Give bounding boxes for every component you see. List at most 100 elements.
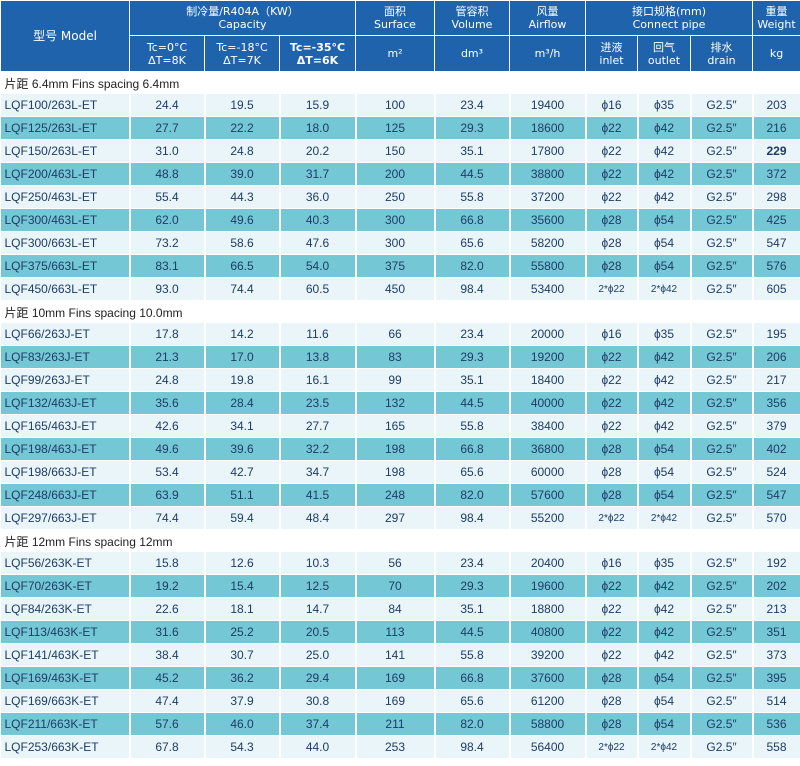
table-row: LQF132/463J-ET 35.6 28.4 23.5 132 44.5 40000 ϕ2… (0, 391, 800, 415)
cell-cap-tc18: 39.6 (204, 437, 281, 461)
cell-airflow: 40000 (509, 391, 587, 415)
cell-cap-tc35: 25.0 (279, 643, 357, 667)
cell-cap-tc0: 27.7 (129, 116, 206, 140)
cell-surface: 84 (355, 597, 436, 621)
cell-cap-tc35: 37.4 (279, 712, 357, 736)
table-row: LQF375/663L-ET 83.1 66.5 54.0 375 82.0 55800 ϕ2… (0, 254, 800, 278)
cell-cap-tc0: 24.4 (129, 94, 206, 117)
cell-drain: G2.5″ (690, 254, 754, 278)
cell-cap-tc18: 39.0 (204, 162, 281, 186)
cell-surface: 99 (355, 368, 436, 392)
cell-cap-tc35: 29.4 (279, 666, 357, 690)
cell-weight: 570 (752, 506, 800, 530)
cell-surface: 150 (355, 139, 436, 163)
header-model: 型号 Model (0, 0, 130, 72)
table-row: LQF450/663L-ET 93.0 74.4 60.5 450 98.4 53400 2*… (0, 277, 800, 301)
header-tc0-temp: Tc=0°C (146, 40, 188, 54)
cell-surface: 169 (355, 666, 436, 690)
cell-cap-tc18: 34.1 (204, 414, 281, 438)
table-row: LQF66/263J-ET 17.8 14.2 11.6 66 23.4 20000 ϕ16 ϕ… (0, 323, 800, 346)
cell-drain: G2.5″ (690, 712, 754, 736)
cell-airflow: 18400 (509, 368, 587, 392)
cell-cap-tc0: 63.9 (129, 483, 206, 507)
cell-inlet: 2*ϕ22 (585, 735, 639, 759)
cell-drain: G2.5″ (690, 574, 754, 598)
table-row: LQF169/463K-ET 45.2 36.2 29.4 169 66.8 37600 ϕ2… (0, 666, 800, 690)
cell-outlet: ϕ42 (637, 620, 692, 644)
cell-airflow: 17800 (509, 139, 587, 163)
cell-inlet: ϕ28 (585, 712, 639, 736)
cell-airflow: 40800 (509, 620, 587, 644)
cell-weight: 356 (752, 391, 800, 415)
cell-cap-tc18: 24.8 (204, 139, 281, 163)
cell-drain: G2.5″ (690, 185, 754, 209)
cell-cap-tc0: 38.4 (129, 643, 206, 667)
table-row: LQF100/263L-ET 24.4 19.5 15.9 100 23.4 19400 ϕ1… (0, 94, 800, 117)
cell-cap-tc35: 47.6 (279, 231, 357, 255)
cell-volume: 29.3 (434, 345, 511, 369)
cell-cap-tc18: 66.5 (204, 254, 281, 278)
cell-surface: 125 (355, 116, 436, 140)
cell-model: LQF250/463L-ET (0, 185, 131, 209)
cell-airflow: 61200 (509, 689, 587, 713)
cell-surface: 132 (355, 391, 436, 415)
cell-drain: G2.5″ (690, 643, 754, 667)
cell-weight: 206 (752, 345, 800, 369)
cell-surface: 100 (355, 94, 436, 117)
section-header-row: 片距 10mm Fins spacing 10.0mm (0, 300, 800, 323)
cell-drain: G2.5″ (690, 689, 754, 713)
cell-volume: 82.0 (434, 483, 511, 507)
cell-surface: 300 (355, 208, 436, 232)
cell-model: LQF211/663K-ET (0, 712, 131, 736)
cell-cap-tc0: 19.2 (129, 574, 206, 598)
cell-cap-tc18: 49.6 (204, 208, 281, 232)
cell-cap-tc35: 44.0 (279, 735, 357, 759)
table-row: LQF125/263L-ET 27.7 22.2 18.0 125 29.3 18600 ϕ2… (0, 116, 800, 140)
cell-cap-tc35: 18.0 (279, 116, 357, 140)
header-drain: 排水 drain (689, 35, 754, 72)
cell-outlet: ϕ35 (637, 94, 692, 117)
table-row: LQF70/263K-ET 19.2 15.4 12.5 70 29.3 19600 ϕ22 ϕ… (0, 574, 800, 598)
cell-cap-tc35: 20.5 (279, 620, 357, 644)
header-weight-cn: 重量 (765, 5, 788, 18)
cell-surface: 250 (355, 185, 436, 209)
header-inlet-en: inlet (599, 53, 624, 67)
cell-cap-tc18: 51.1 (204, 483, 281, 507)
cell-outlet: ϕ54 (637, 712, 692, 736)
cell-cap-tc18: 37.9 (204, 689, 281, 713)
cell-drain: G2.5″ (690, 277, 754, 301)
cell-inlet: ϕ28 (585, 254, 639, 278)
cell-model: LQF100/263L-ET (0, 94, 131, 117)
cell-volume: 44.5 (434, 391, 511, 415)
cell-model: LQF169/663K-ET (0, 689, 131, 713)
cell-cap-tc35: 14.7 (279, 597, 357, 621)
cell-airflow: 38800 (509, 162, 587, 186)
cell-cap-tc18: 54.3 (204, 735, 281, 759)
cell-cap-tc0: 42.6 (129, 414, 206, 438)
cell-cap-tc35: 12.5 (279, 574, 357, 598)
cell-inlet: ϕ22 (585, 116, 639, 140)
header-tc18-temp: Tc=-18°C (216, 40, 268, 54)
cell-cap-tc0: 45.2 (129, 666, 206, 690)
cell-drain: G2.5″ (690, 597, 754, 621)
cell-cap-tc0: 57.6 (129, 712, 206, 736)
header-weight: 重量 Weight (752, 0, 800, 36)
cell-surface: 248 (355, 483, 436, 507)
cell-model: LQF169/463K-ET (0, 666, 131, 690)
cell-model: LQF248/663J-ET (0, 483, 131, 507)
cell-inlet: ϕ22 (585, 574, 639, 598)
cell-cap-tc0: 83.1 (129, 254, 206, 278)
cell-cap-tc0: 21.3 (129, 345, 206, 369)
cell-model: LQF375/663L-ET (0, 254, 131, 278)
cell-drain: G2.5″ (690, 460, 754, 484)
header-surface-cn: 面积 (384, 5, 406, 18)
cell-volume: 23.4 (434, 323, 511, 346)
cell-inlet: ϕ22 (585, 643, 639, 667)
header-tc35-temp: Tc=-35°C (289, 40, 346, 54)
cell-airflow: 19400 (509, 94, 587, 117)
cell-volume: 55.8 (434, 414, 511, 438)
cell-outlet: ϕ54 (637, 437, 692, 461)
cell-model: LQF83/263J-ET (0, 345, 131, 369)
header-inlet-cn: 进液 (600, 40, 623, 54)
table-row: LQF198/663J-ET 53.4 42.7 34.7 198 65.6 60000 ϕ2… (0, 460, 800, 484)
